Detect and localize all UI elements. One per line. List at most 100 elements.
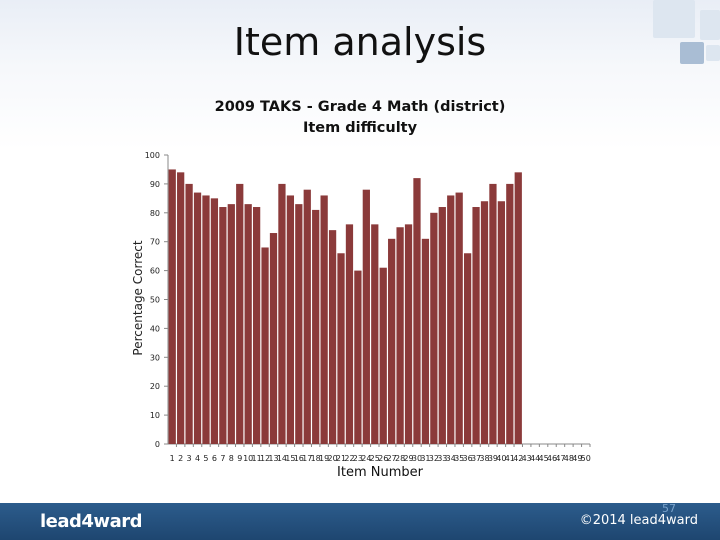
x-tick-label: 12 [260, 454, 270, 463]
x-tick-label: 6 [212, 454, 217, 463]
x-tick-label: 8 [229, 454, 234, 463]
x-tick-label: 42 [513, 454, 523, 463]
chart-subtitle: Item difficulty [302, 120, 418, 136]
header-band [0, 0, 720, 150]
bar [455, 192, 463, 444]
x-tick-label: 44 [530, 454, 540, 463]
bar [514, 172, 522, 444]
bar [480, 201, 489, 444]
decor-square [680, 42, 704, 64]
bar [295, 204, 303, 444]
x-tick-label: 25 [370, 454, 380, 463]
bar [286, 195, 295, 444]
decor-square [700, 10, 720, 40]
x-tick-label: 3 [187, 454, 192, 463]
y-tick-label: 0 [155, 440, 160, 449]
bar [193, 192, 202, 444]
x-tick-label: 23 [353, 454, 363, 463]
x-tick-label: 49 [572, 454, 582, 463]
bar [320, 195, 328, 444]
x-tick-label: 37 [471, 454, 481, 463]
y-tick-label: 10 [150, 411, 160, 420]
bar [177, 172, 185, 444]
y-tick-label: 70 [150, 238, 160, 247]
bar [261, 247, 269, 444]
bar [168, 169, 176, 444]
x-tick-label: 20 [327, 454, 337, 463]
x-tick-label: 14 [277, 454, 287, 463]
x-tick-label: 2 [178, 454, 183, 463]
bar [345, 224, 354, 444]
x-tick-label: 13 [268, 454, 278, 463]
x-tick-label: 24 [361, 454, 371, 463]
x-tick-label: 38 [479, 454, 489, 463]
x-tick-label: 41 [505, 454, 515, 463]
bar [438, 207, 446, 444]
y-tick-label: 50 [150, 296, 160, 305]
y-tick-label: 20 [150, 382, 160, 391]
bar [506, 183, 514, 444]
bar [430, 212, 438, 444]
x-tick-label: 21 [336, 454, 346, 463]
copyright-text: ©2014 lead4ward [579, 513, 698, 528]
decor-square [653, 0, 695, 38]
x-tick-label: 4 [195, 454, 200, 463]
bar [489, 183, 497, 444]
x-tick-label: 7 [220, 454, 225, 463]
footer-bar: 57 lead4ward ©2014 lead4ward [0, 502, 720, 540]
x-tick-label: 35 [454, 454, 464, 463]
x-tick-label: 29 [403, 454, 413, 463]
bar [252, 207, 261, 444]
y-tick-label: 40 [150, 324, 160, 333]
bar [210, 198, 219, 444]
x-tick-label: 36 [463, 454, 473, 463]
bar [227, 204, 235, 444]
bar [447, 195, 455, 444]
bar [185, 183, 193, 444]
x-tick-label: 26 [378, 454, 388, 463]
bar [371, 224, 379, 444]
x-tick-label: 50 [581, 454, 591, 463]
brand-logo: lead4ward [40, 511, 142, 532]
bar [421, 238, 430, 444]
bar [312, 209, 320, 444]
y-tick-label: 60 [150, 267, 160, 276]
x-tick-label: 1 [170, 454, 175, 463]
bar [244, 204, 252, 444]
x-tick-label: 10 [243, 454, 253, 463]
x-tick-label: 47 [555, 454, 565, 463]
slide-title: Item analysis [233, 20, 487, 64]
x-tick-label: 33 [437, 454, 447, 463]
x-tick-label: 18 [311, 454, 321, 463]
bar [497, 201, 506, 444]
bar [202, 195, 210, 444]
x-tick-label: 15 [285, 454, 295, 463]
bar [328, 230, 337, 444]
x-tick-label: 27 [387, 454, 397, 463]
x-tick-label: 43 [522, 454, 532, 463]
x-tick-label: 11 [252, 454, 262, 463]
bar [388, 238, 396, 444]
x-tick-label: 32 [429, 454, 439, 463]
chart-title-block: 2009 TAKS - Grade 4 Math (district) Item… [160, 97, 560, 139]
bar [463, 253, 472, 444]
y-tick-label: 80 [150, 209, 160, 218]
x-tick-label: 17 [302, 454, 312, 463]
y-tick-label: 100 [145, 151, 160, 160]
x-tick-label: 22 [344, 454, 354, 463]
x-tick-label: 48 [564, 454, 574, 463]
x-tick-label: 5 [203, 454, 208, 463]
bar [278, 183, 286, 444]
x-tick-label: 9 [237, 454, 242, 463]
bar [337, 253, 345, 444]
decor-square [706, 45, 720, 61]
x-tick-label: 19 [319, 454, 329, 463]
x-tick-label: 46 [547, 454, 557, 463]
chart-title: 2009 TAKS - Grade 4 Math (district) [214, 99, 506, 115]
x-tick-label: 16 [294, 454, 304, 463]
bar [472, 207, 480, 444]
y-tick-label: 90 [150, 180, 160, 189]
bar [354, 270, 362, 444]
y-axis-label: Percentage Correct [131, 240, 145, 356]
